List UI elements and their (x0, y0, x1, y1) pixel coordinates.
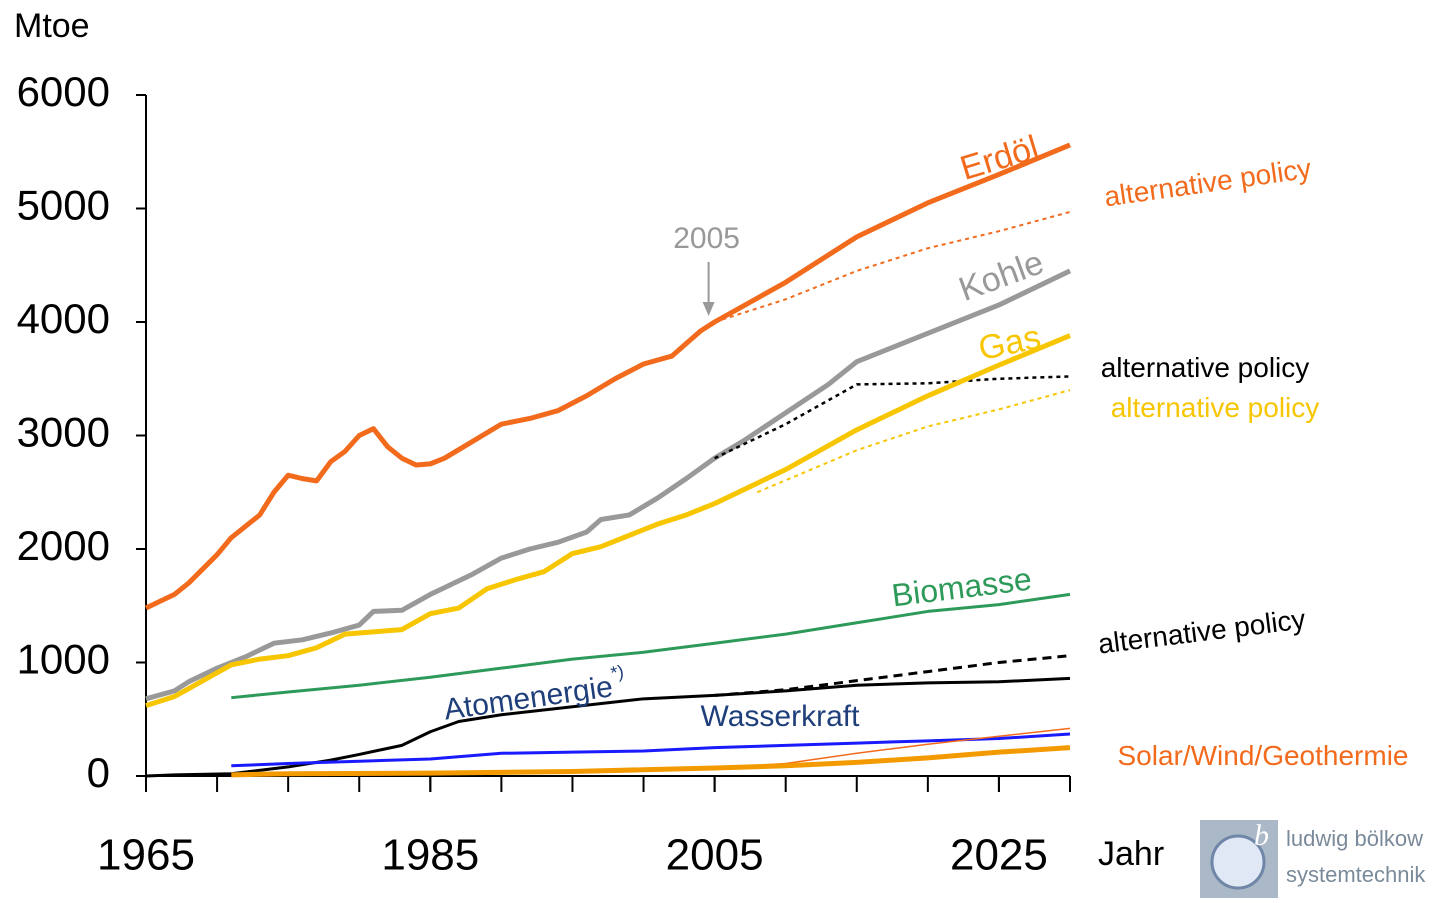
y-tick-label: 6000 (17, 68, 110, 115)
series-label: alternative policy (1111, 392, 1320, 423)
annotation: 2005 (673, 222, 740, 255)
series-line (756, 389, 1071, 494)
footnote-mark: *) (609, 661, 625, 683)
annotation-arrowhead (702, 302, 715, 316)
series-label: alternative policy (1096, 604, 1307, 660)
series-label: Solar/Wind/Geothermie (1117, 740, 1408, 771)
x-axis-label: Jahr (1098, 835, 1164, 873)
logo-text: systemtechnik (1286, 862, 1426, 887)
y-tick-label: 4000 (17, 295, 110, 342)
series-name: Biomasse (890, 561, 1034, 614)
x-tick-label: 1985 (381, 831, 479, 880)
x-tick-label: 1965 (97, 831, 195, 880)
series-name: Atomenergie (442, 670, 615, 726)
series-name: Gas (975, 318, 1044, 368)
series-name: alternative policy (1096, 604, 1307, 660)
series-name: Wasserkraft (701, 700, 861, 733)
logo-letter: b (1254, 819, 1269, 852)
y-tick-label: 5000 (17, 182, 110, 229)
y-tick-label: 3000 (17, 409, 110, 456)
series-line (145, 268, 1072, 702)
series-label: alternative policy (1101, 352, 1310, 383)
logo: b ludwig bölkow systemtechnik (1200, 819, 1426, 898)
series-name: Kohle (954, 243, 1049, 308)
series-label: alternative policy (1102, 153, 1313, 213)
series-label: Wasserkraft (701, 700, 861, 733)
series-label: Erdöl (956, 128, 1043, 188)
series-line (714, 654, 1071, 697)
series-label: Biomasse (890, 561, 1034, 614)
series-line (231, 592, 1071, 700)
y-axis-label: Mtoe (14, 7, 90, 45)
series-label: Gas (975, 318, 1044, 368)
series-line (144, 142, 1071, 611)
series-name: Solar/Wind/Geothermie (1117, 740, 1408, 771)
series-line (231, 745, 1071, 778)
y-tick-label: 1000 (17, 636, 110, 683)
y-tick-label: 0 (87, 749, 110, 796)
series-line (145, 676, 1071, 778)
series-label: Kohle (954, 243, 1049, 308)
series-line (714, 375, 1071, 460)
series-name: alternative policy (1111, 392, 1320, 423)
y-tick-label: 2000 (17, 522, 110, 569)
series-line (231, 732, 1071, 768)
logo-circle (1210, 834, 1266, 890)
logo-text: ludwig bölkow (1286, 826, 1423, 851)
x-tick-label: 2025 (950, 831, 1048, 880)
series-name: alternative policy (1102, 153, 1313, 213)
series-name: alternative policy (1101, 352, 1310, 383)
series-line (145, 333, 1071, 709)
x-tick-label: 2005 (666, 831, 764, 880)
series-name: Erdöl (956, 128, 1043, 188)
